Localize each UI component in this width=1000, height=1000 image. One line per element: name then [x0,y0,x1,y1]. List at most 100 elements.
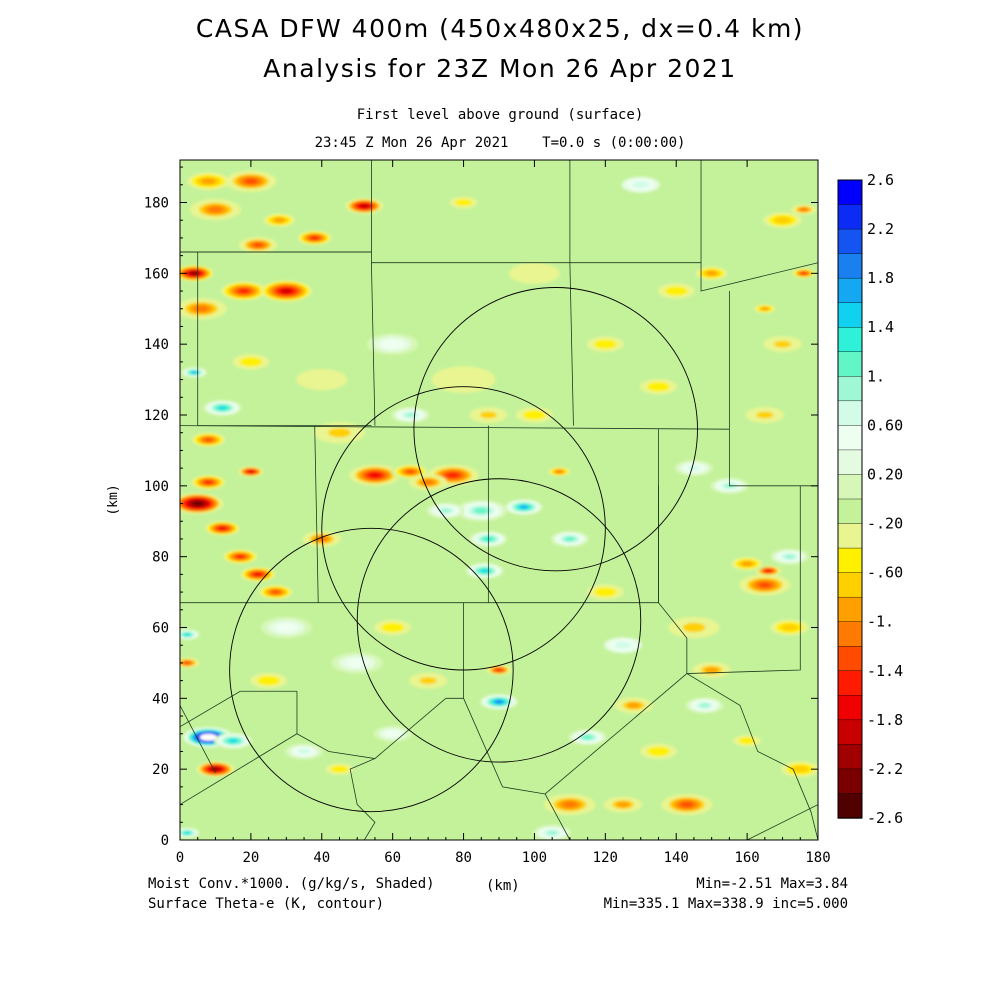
colorbar-segment-23 [837,744,863,770]
x-axis-label: (km) [486,878,520,894]
boundary-line-3 [700,262,818,292]
colorbar-segment-0 [837,179,863,206]
boundary-line-24 [746,804,818,840]
x-tick-label-7: 140 [664,850,689,866]
colorbar-label-11: -1.8 [867,711,903,729]
field-cell-17-9 [219,527,226,530]
boundary-line-6 [569,262,574,426]
field-cell-25-6 [556,470,563,473]
contour-description: Surface Theta-e (K, contour) [148,896,385,912]
field-cell-77-3 [384,730,402,738]
field-cell-4-5 [273,217,285,223]
colorbar-segment-3 [837,253,863,279]
x-tick-label-2: 40 [313,850,330,866]
field-cell-65-3 [664,286,688,296]
x-tick-label-3: 60 [384,850,401,866]
field-cell-86-3 [274,622,298,633]
field-cell-14-9 [248,470,254,473]
x-tick-label-1: 20 [242,850,259,866]
field-cell-6-6 [253,243,263,247]
field-cell-66-3 [381,339,405,349]
field-cell-28-6 [475,508,488,514]
colorbar: 2.6 2.2 1.8 1.4 1. 0.60 0.20 -.20 -.60 -1. -1.4 -1.… [837,171,903,827]
field-cell-23-7 [447,472,459,478]
y-tick-label-0: 0 [161,833,169,849]
field-cell-34-8 [184,633,190,636]
shaded-field-layer [180,160,818,840]
colorbar-segment-21 [837,695,863,721]
colorbar-segment-2 [837,228,863,255]
field-cell-44-4 [627,702,641,709]
radar-range-rings [229,287,698,813]
y-tick-label-9: 180 [144,196,169,212]
y-tick-label-5: 100 [144,479,169,495]
colorbar-label-7: -.20 [867,515,903,533]
colorbar-label-6: 0.20 [867,465,903,483]
colorbar-segment-25 [837,793,863,819]
field-cell-2-10 [361,204,368,208]
x-tick-label-8: 160 [734,850,759,866]
colorbar-label-9: -1. [867,613,894,631]
colorbar-label-5: 0.60 [867,416,903,434]
field-cell-81-4 [705,667,719,673]
colorbar-segment-8 [837,376,863,402]
field-cell-46-5 [562,801,578,808]
field-cell-82-3 [738,737,756,745]
y-tick-label-3: 60 [152,621,169,637]
chart-subtitle-line2: 23:45 Z Mon 26 Apr 2021 T=0.0 s (0:00:00… [314,135,686,151]
colorbar-label-13: -2.6 [867,809,903,827]
field-cell-68-3 [632,181,650,189]
field-cell-33-6 [565,537,575,541]
field-cell-67-2 [443,371,484,388]
colorbar-segment-6 [837,327,863,353]
contour-min-max: Min=335.1 Max=338.9 inc=5.000 [603,896,848,912]
colorbar-segment-13 [837,498,863,525]
field-cell-11-9 [192,371,197,374]
boundary-line-14 [658,485,801,674]
field-cell-52-3 [781,623,799,632]
field-cell-12-8 [218,406,227,410]
field-cell-85-3 [257,675,280,686]
field-cell-29-9 [520,505,528,509]
chart-subtitle-line1: First level above ground (surface) [356,107,644,123]
field-cell-60-3 [756,411,774,419]
field-cell-55-5 [800,208,808,212]
colorbar-segment-16 [837,572,863,598]
y-tick-label-6: 120 [144,408,169,424]
field-cell-53-5 [784,554,796,559]
x-tick-label-9: 180 [805,850,830,866]
field-cell-84-3 [647,746,670,757]
field-cell-21-8 [370,473,380,478]
colorbar-label-12: -2.2 [867,760,903,778]
boundary-line-5 [371,262,376,426]
chart-title-line2: Analysis for 23Z Mon 26 Apr 2021 [263,54,737,83]
field-cell-78-3 [593,587,617,597]
field-cell-1-6 [244,178,258,184]
field-cell-22-7 [406,469,415,474]
field-cell-5-8 [311,236,319,240]
colorbar-segment-10 [837,425,863,451]
field-cell-76-3 [330,765,349,773]
field-cell-47-4 [616,801,630,808]
field-background [180,160,818,840]
colorbar-segment-5 [837,302,863,328]
x-tick-label-6: 120 [593,850,618,866]
x-tick-label-0: 0 [176,850,184,866]
field-cell-57-5 [706,271,718,276]
field-cell-35-6 [183,661,191,665]
field-cell-39-8 [229,739,237,743]
colorbar-segment-20 [837,670,863,697]
field-cell-89-3 [523,410,546,420]
field-min-max: Min=-2.51 Max=3.84 [696,876,848,892]
colorbar-label-4: 1. [867,367,885,385]
boundary-line-21 [349,758,376,840]
county-boundaries [180,160,818,840]
colorbar-segment-15 [837,547,863,574]
field-cell-8-8 [239,289,249,294]
field-cell-15-13 [194,502,201,505]
field-cell-43-6 [582,735,593,740]
y-tick-label-7: 140 [144,337,169,353]
colorbar-label-0: 2.6 [867,171,894,189]
boundary-line-17 [180,690,297,728]
field-cell-13-7 [204,438,213,442]
